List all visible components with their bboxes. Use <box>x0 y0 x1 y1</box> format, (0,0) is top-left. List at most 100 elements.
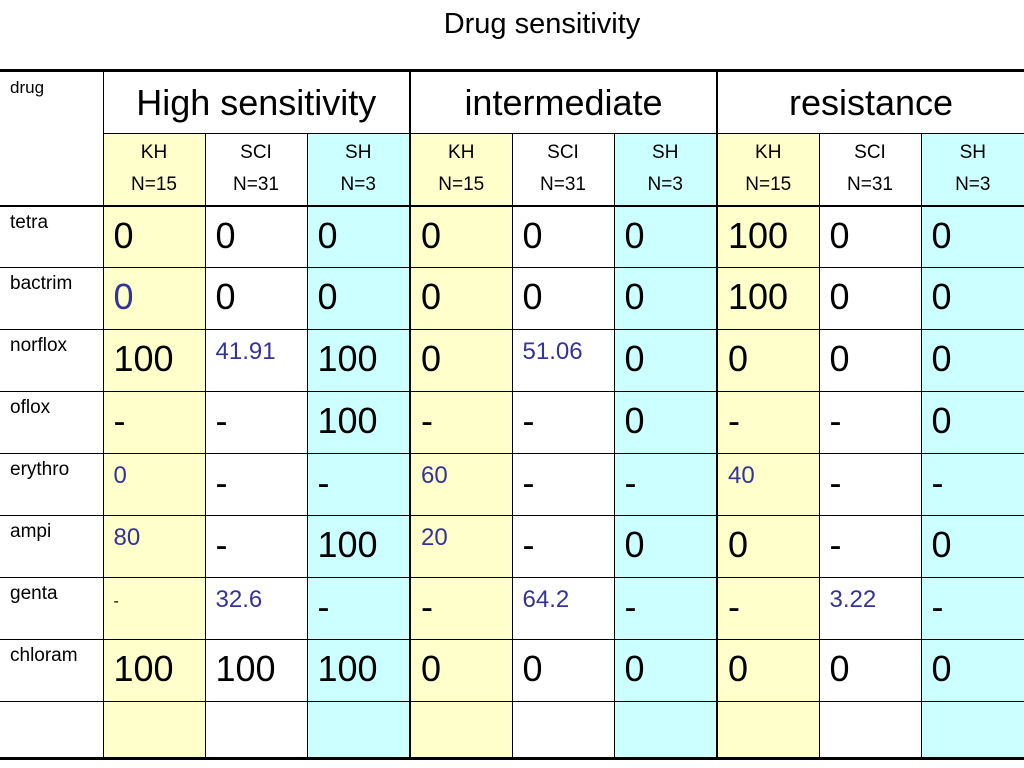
value-cell-kh: 0 <box>409 639 513 702</box>
value-cell-sci: 32.6 <box>204 577 308 640</box>
value-cell-sh: 0 <box>613 391 718 454</box>
subheader-n: N=15 <box>131 174 177 196</box>
drug-label: oflox <box>0 391 104 454</box>
value-cell-kh: 0 <box>409 329 513 392</box>
value-cell-sh <box>920 701 1024 760</box>
subheader-sci: SCI N=31 <box>204 133 308 207</box>
value-cell-sci: - <box>204 391 308 454</box>
subheader-n: N=3 <box>955 174 991 196</box>
value-cell-kh: 20 <box>409 515 513 578</box>
drug-label: genta <box>0 577 104 640</box>
drug-label: bactrim <box>0 267 104 330</box>
value-cell-sh: 0 <box>613 515 718 578</box>
drug-label: ampi <box>0 515 104 578</box>
value-cell-sci <box>818 701 922 760</box>
table-row: ampi 80-100 20-0 0-0 <box>0 515 1024 578</box>
value-cell-sci: 0 <box>511 267 615 330</box>
subheader-row: KH N=15 SCI N=31 SH N=3 KH N=15 SCI N=31 SH N=… <box>0 133 1024 207</box>
subheader-kh: KH N=15 <box>409 133 513 207</box>
value-cell-kh: - <box>102 577 206 640</box>
subheader-sh: SH N=3 <box>306 133 411 207</box>
value-cell-kh: 40 <box>716 453 820 516</box>
value-cell-sci: - <box>511 515 615 578</box>
value-cell-sh: 0 <box>920 515 1024 578</box>
table-row: genta -32.6- -64.2- -3.22- <box>0 577 1024 640</box>
value-cell-kh: 0 <box>716 329 820 392</box>
value-cell-sh: 100 <box>306 391 411 454</box>
value-cell-sci: - <box>204 453 308 516</box>
value-cell-sci: 51.06 <box>511 329 615 392</box>
value-cell-sci: 0 <box>818 205 922 268</box>
subheader-n: N=31 <box>233 174 279 196</box>
value-cell-sh: 0 <box>920 391 1024 454</box>
group-header-intermediate: intermediate <box>409 69 718 134</box>
value-cell-kh: - <box>409 577 513 640</box>
value-cell-sh: - <box>920 453 1024 516</box>
value-cell-sh: - <box>613 577 718 640</box>
value-cell-kh: 0 <box>102 453 206 516</box>
value-cell-sh: - <box>306 577 411 640</box>
value-cell-kh: 0 <box>716 639 820 702</box>
subheader-name: SH <box>652 142 679 164</box>
table-row: erythro 0- -60- -40- - <box>0 453 1024 516</box>
group-header-high-sensitivity: High sensitivity <box>102 69 411 134</box>
value-cell-kh: 0 <box>716 515 820 578</box>
value-cell-kh <box>409 701 513 760</box>
value-cell-sh <box>306 701 411 760</box>
value-cell-sci: - <box>818 391 922 454</box>
table-row: tetra 0 0 0 0 0 0 100 0 0 <box>0 205 1024 268</box>
subheader-name: SCI <box>240 142 272 164</box>
subheader-n: N=3 <box>340 174 376 196</box>
value-cell-sci: 0 <box>204 205 308 268</box>
table-row: oflox - -100- -0- -0 <box>0 391 1024 454</box>
value-cell-kh: 100 <box>102 639 206 702</box>
value-cell-sci: 0 <box>818 329 922 392</box>
subheader-name: KH <box>448 142 475 164</box>
drug-label <box>0 701 104 760</box>
subheader-name: SCI <box>854 142 886 164</box>
value-cell-kh: 0 <box>102 205 206 268</box>
subheader-n: N=3 <box>647 174 683 196</box>
value-cell-sci: 0 <box>818 267 922 330</box>
subheader-sh: SH N=3 <box>920 133 1024 207</box>
value-cell-sh: - <box>613 453 718 516</box>
value-cell-kh: 60 <box>409 453 513 516</box>
value-cell-sh: 0 <box>920 205 1024 268</box>
value-cell-sh: 0 <box>613 639 718 702</box>
subheader-n: N=31 <box>540 174 586 196</box>
value-cell-kh: 0 <box>102 267 206 330</box>
value-cell-sci: 0 <box>511 205 615 268</box>
drug-column-header: drug <box>0 69 104 207</box>
value-cell-kh: 0 <box>409 267 513 330</box>
value-cell-sh: - <box>306 453 411 516</box>
value-cell-sci: 41.91 <box>204 329 308 392</box>
value-cell-kh: - <box>409 391 513 454</box>
value-cell-sh: 100 <box>306 329 411 392</box>
value-cell-kh: - <box>716 577 820 640</box>
value-cell-sh: 0 <box>613 329 718 392</box>
subheader-sci: SCI N=31 <box>818 133 922 207</box>
subheader-name: SH <box>959 142 986 164</box>
value-cell-sh: - <box>920 577 1024 640</box>
value-cell-sh: 0 <box>306 205 411 268</box>
value-cell-kh: - <box>102 391 206 454</box>
drug-label: chloram <box>0 639 104 702</box>
value-cell-sci: 64.2 <box>511 577 615 640</box>
subheader-n: N=31 <box>847 174 893 196</box>
value-cell-sci: 0 <box>204 267 308 330</box>
subheader-kh: KH N=15 <box>102 133 206 207</box>
group-header-resistance: resistance <box>715 69 1024 134</box>
value-cell-kh <box>102 701 206 760</box>
table-row <box>0 701 1024 760</box>
value-cell-sci: - <box>511 391 615 454</box>
value-cell-kh: - <box>716 391 820 454</box>
table-row: norflox 100 41.91 100 0 51.06 0 0 0 0 <box>0 329 1024 392</box>
subheader-name: SH <box>345 142 372 164</box>
subheader-sh: SH N=3 <box>613 133 718 207</box>
value-cell-sh: 0 <box>306 267 411 330</box>
value-cell-kh <box>716 701 820 760</box>
value-cell-sh: 0 <box>920 639 1024 702</box>
subheader-n: N=15 <box>745 174 792 196</box>
drug-sensitivity-table: drug High sensitivity intermediate resis… <box>0 69 1024 760</box>
value-cell-sci: 100 <box>204 639 308 702</box>
